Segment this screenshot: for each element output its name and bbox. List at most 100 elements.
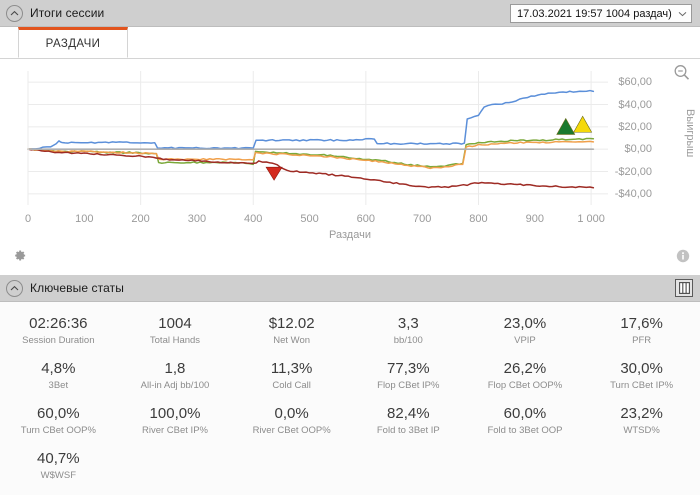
winnings-line-chart[interactable]: [0, 59, 700, 274]
stat-cell[interactable]: 26,2% Flop CBet OOP%: [467, 353, 584, 398]
info-icon[interactable]: [676, 249, 690, 268]
stat-label: River CBet OOP%: [252, 424, 331, 436]
stat-label: Session Duration: [22, 334, 95, 346]
stat-value: 30,0%: [620, 359, 663, 377]
stat-value: 17,6%: [620, 314, 663, 332]
stat-label: W$WSF: [40, 469, 76, 481]
session-select-value: 17.03.2021 19:57 1004 раздач): [517, 7, 672, 20]
stat-value: 40,7%: [37, 449, 80, 467]
key-stats-panel: 02:26:36 Session Duration 1004 Total Hands $…: [0, 302, 700, 495]
stat-cell[interactable]: 1004 Total Hands: [117, 308, 234, 353]
stat-cell[interactable]: 11,3% Cold Call: [233, 353, 350, 398]
chevron-up-icon[interactable]: [6, 4, 23, 22]
stat-value: 1004: [158, 314, 192, 332]
stat-label: Flop CBet OOP%: [487, 379, 563, 391]
stat-cell[interactable]: $12.02 Net Won: [233, 308, 350, 353]
stat-value: 23,2%: [620, 404, 663, 422]
tabstrip: РАЗДАЧИ: [0, 27, 700, 59]
magnifier-minus-icon[interactable]: [672, 63, 692, 88]
x-axis-tick-label: 300: [187, 213, 207, 225]
gear-icon[interactable]: [12, 248, 27, 268]
stat-value: 82,4%: [387, 404, 430, 422]
stat-label: Net Won: [273, 334, 311, 346]
stat-label: River CBet IP%: [141, 424, 208, 436]
stat-value: 11,3%: [270, 359, 313, 377]
stat-value: 23,0%: [503, 314, 547, 332]
stat-cell[interactable]: 02:26:36 Session Duration: [0, 308, 117, 353]
stat-cell[interactable]: 77,3% Flop CBet IP%: [350, 353, 467, 398]
stat-label: Fold to 3Bet IP: [376, 424, 440, 436]
stat-value: 26,2%: [503, 359, 547, 377]
stat-cell[interactable]: 23,0% VPIP: [467, 308, 584, 353]
x-axis-tick-label: 700: [412, 213, 432, 225]
x-axis-tick-label: 500: [300, 213, 319, 225]
stat-value: 77,3%: [387, 359, 430, 377]
stat-value: $12.02: [268, 314, 315, 332]
chart-area: $60,00 $40,00 $20,00 $0,00 -$20,00 -$40,00 0 1…: [0, 59, 700, 274]
stats-grid: 02:26:36 Session Duration 1004 Total Hands $…: [0, 302, 700, 488]
stat-label: Fold to 3Bet OOP: [487, 424, 563, 436]
stat-value: 02:26:36: [29, 314, 88, 332]
stat-value: 60,0%: [37, 404, 80, 422]
stat-cell[interactable]: 60,0% Fold to 3Bet OOP: [467, 398, 584, 443]
stat-cell[interactable]: 100,0% River CBet IP%: [117, 398, 234, 443]
tab-razdachi[interactable]: РАЗДАЧИ: [18, 27, 128, 58]
stat-label: PFR: [632, 334, 652, 346]
stat-value: 100,0%: [149, 404, 201, 422]
stat-cell[interactable]: 4,8% 3Bet: [0, 353, 117, 398]
y-axis-tick-label: $40,00: [618, 98, 652, 111]
chevron-up-icon[interactable]: [6, 279, 23, 297]
x-axis-tick-label: 800: [469, 213, 488, 225]
stat-value: 4,8%: [41, 359, 76, 377]
y-axis-tick-label: $0,00: [624, 143, 652, 156]
stat-value: 0,0%: [274, 404, 309, 422]
chart-series-line: [27, 140, 595, 170]
stat-label: Flop CBet IP%: [377, 379, 440, 391]
chart-series-line: [27, 89, 595, 150]
chart-series-line: [27, 148, 595, 189]
stat-value: 3,3: [397, 314, 419, 332]
x-axis-tick-label: 600: [356, 213, 376, 225]
x-axis-tick-label: 100: [75, 213, 94, 225]
x-axis-tick-label: 900: [525, 213, 544, 225]
stat-value: 1,8: [164, 359, 186, 377]
stat-label: Turn CBet IP%: [610, 379, 674, 391]
y-axis-tick-label: $60,00: [618, 76, 652, 89]
x-axis-tick-label: 200: [131, 213, 150, 225]
plot-background: [28, 71, 608, 205]
columns-layout-icon[interactable]: [675, 279, 693, 297]
up-triangle-marker-green[interactable]: [556, 117, 576, 135]
x-axis-tick-label: 400: [244, 213, 263, 225]
y-axis-tick-label: -$40,00: [614, 187, 652, 200]
y-axis-title: Выигрыш: [684, 109, 696, 158]
up-triangle-marker-yellow[interactable]: [573, 115, 593, 133]
stat-cell[interactable]: 40,7% W$WSF: [0, 443, 117, 488]
stat-cell[interactable]: 3,3 bb/100: [350, 308, 467, 353]
down-triangle-marker[interactable]: [265, 166, 283, 181]
stat-label: 3Bet: [48, 379, 69, 391]
stats-panel-header: Ключевые статы: [0, 275, 700, 302]
stat-cell[interactable]: 23,2% WTSD%: [583, 398, 700, 443]
y-axis-tick-label: -$20,00: [614, 165, 652, 178]
stat-label: Total Hands: [149, 334, 201, 346]
chevron-down-icon: [678, 11, 687, 17]
stat-cell[interactable]: 17,6% PFR: [583, 308, 700, 353]
stat-value: 60,0%: [503, 404, 547, 422]
stat-cell[interactable]: 1,8 All-in Adj bb/100: [117, 353, 234, 398]
stat-cell[interactable]: 0,0% River CBet OOP%: [233, 398, 350, 443]
page-title: Итоги сессии: [30, 6, 105, 20]
stats-panel-title: Ключевые статы: [30, 281, 124, 295]
stat-label: WTSD%: [623, 424, 660, 436]
stat-cell[interactable]: 82,4% Fold to 3Bet IP: [350, 398, 467, 443]
stat-cell[interactable]: 30,0% Turn CBet IP%: [583, 353, 700, 398]
stat-label: Turn CBet OOP%: [20, 424, 96, 436]
stat-cell[interactable]: 60,0% Turn CBet OOP%: [0, 398, 117, 443]
stat-label: All-in Adj bb/100: [140, 379, 210, 391]
session-panel-header: Итоги сессии 17.03.2021 19:57 1004 разда…: [0, 0, 700, 27]
session-select[interactable]: 17.03.2021 19:57 1004 раздач): [510, 4, 692, 23]
chart-panel: РАЗДАЧИ $60,00 $40,00 $20,00 $0,00 -$20,00 -$…: [0, 27, 700, 275]
stat-label: bb/100: [393, 334, 423, 346]
stat-label: Cold Call: [272, 379, 311, 391]
x-axis-tick-label: 0: [24, 213, 32, 225]
